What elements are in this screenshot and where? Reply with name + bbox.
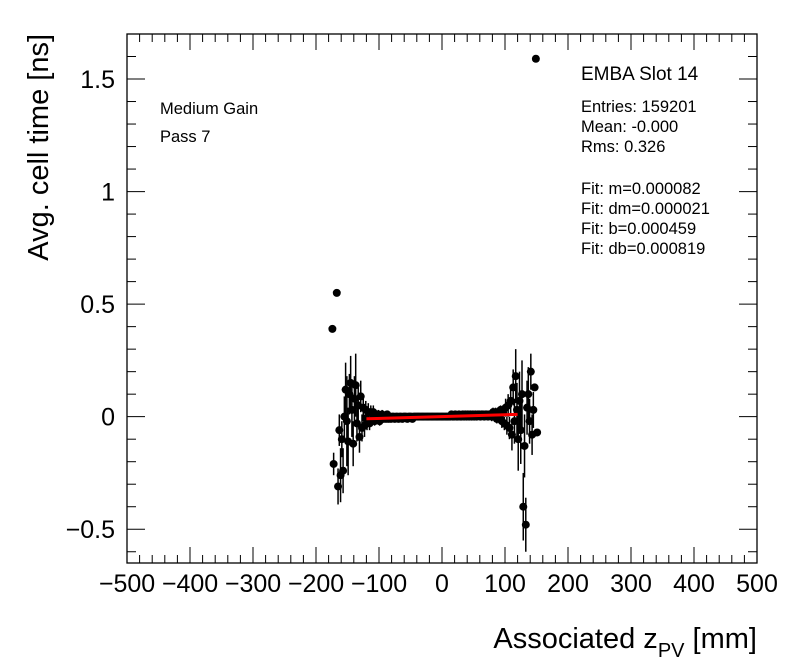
- y-tick-label: 1.5: [80, 66, 115, 94]
- y-axis-label: Avg. cell time [ns]: [23, 34, 55, 261]
- x-tick-label: 300: [610, 570, 652, 598]
- stats-title: EMBA Slot 14: [581, 64, 699, 85]
- data-point: [520, 441, 529, 450]
- x-tick-label: −200: [288, 570, 344, 598]
- stats-fit-db: Fit: db=0.000819: [581, 240, 705, 258]
- data-point: [350, 394, 359, 403]
- stats-entries: Entries: 159201: [581, 98, 697, 116]
- x-tick-label: 500: [736, 570, 778, 598]
- data-point: [507, 430, 516, 439]
- y-tick-labels: −0.5 0 0.5 1 1.5: [66, 66, 115, 544]
- data-point: [339, 466, 348, 475]
- data-point: [516, 426, 525, 435]
- y-tick-label: 0: [101, 404, 115, 432]
- x-tick-label: −300: [225, 570, 281, 598]
- data-point: [533, 428, 542, 437]
- data-point: [515, 396, 524, 405]
- data-point: [349, 439, 358, 448]
- data-point: [356, 392, 365, 401]
- data-point: [531, 54, 540, 63]
- data-point: [328, 324, 337, 333]
- data-point: [329, 459, 338, 468]
- annotation-pass: Pass 7: [160, 128, 210, 146]
- data-point: [355, 432, 364, 441]
- data-point: [514, 435, 523, 444]
- fit-line-segment: [366, 412, 518, 421]
- axis-ticks: [126, 33, 758, 563]
- data-point: [530, 383, 539, 392]
- stats-mean: Mean: -0.000: [581, 118, 678, 136]
- data-point: [512, 405, 521, 414]
- data-point: [510, 417, 519, 426]
- y-tick-label: 1: [101, 179, 115, 207]
- data-point: [526, 367, 535, 376]
- data-point: [511, 372, 520, 381]
- data-point: [509, 383, 518, 392]
- data-point: [347, 405, 356, 414]
- data-point: [351, 381, 360, 390]
- data-point: [335, 426, 344, 435]
- x-axis-label: Associated zPV [mm]: [493, 623, 757, 662]
- data-point: [529, 405, 538, 414]
- data-point: [505, 423, 514, 432]
- fit-line: [366, 412, 518, 421]
- data-point: [524, 390, 533, 399]
- x-tick-label: −400: [162, 570, 218, 598]
- data-point: [334, 482, 343, 491]
- data-point: [525, 417, 534, 426]
- x-tick-labels: −500 −400 −300 −200 −100 0 100 200 300 400 500: [99, 570, 778, 598]
- data-point: [523, 403, 532, 412]
- x-tick-label: 200: [547, 570, 589, 598]
- error-bars: [332, 349, 535, 552]
- data-point: [521, 520, 530, 529]
- data-point: [337, 435, 346, 444]
- stats-fit-m: Fit: m=0.000082: [581, 180, 701, 198]
- x-tick-label: 400: [673, 570, 715, 598]
- annotation-gain: Medium Gain: [160, 100, 258, 118]
- stats-fit-dm: Fit: dm=0.000021: [581, 200, 710, 218]
- data-point: [332, 288, 341, 297]
- x-tick-label: 0: [435, 570, 449, 598]
- stats-fit-b: Fit: b=0.000459: [581, 220, 696, 238]
- y-tick-label: −0.5: [66, 516, 115, 544]
- x-tick-label: −500: [99, 570, 155, 598]
- data-point: [518, 390, 527, 399]
- y-tick-label: 0.5: [80, 291, 115, 319]
- data-points: [328, 54, 542, 529]
- stats-rms: Rms: 0.326: [581, 138, 665, 156]
- data-point: [519, 502, 528, 511]
- x-tick-label: −100: [351, 570, 407, 598]
- x-tick-label: 100: [484, 570, 526, 598]
- data-point: [506, 396, 515, 405]
- data-point: [342, 417, 351, 426]
